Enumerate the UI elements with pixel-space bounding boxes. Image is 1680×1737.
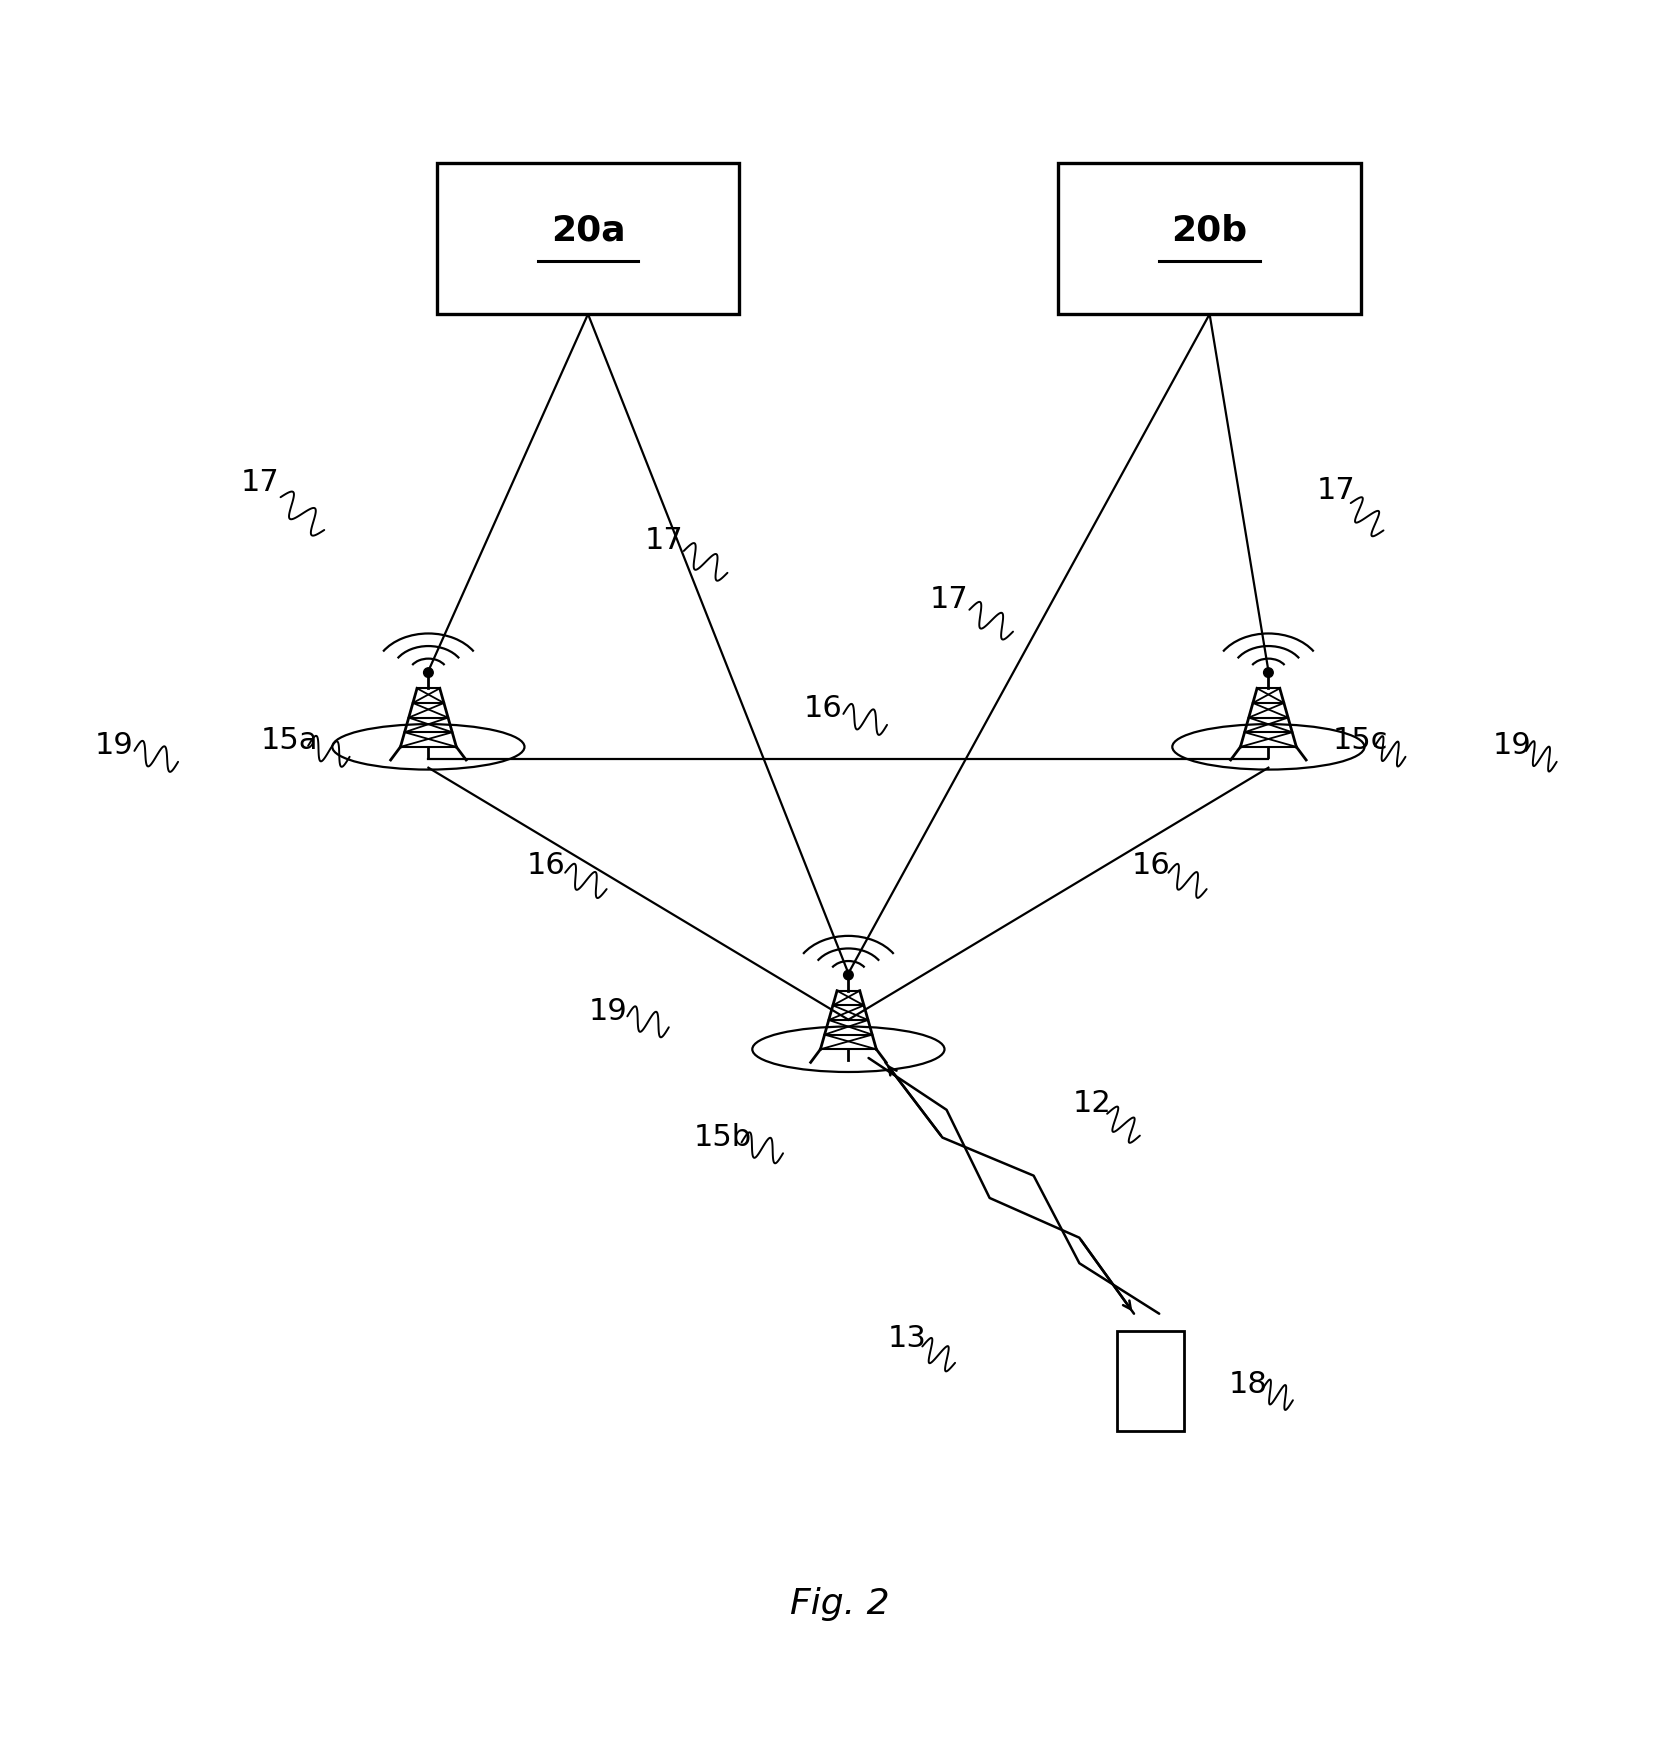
Text: 16: 16 [526, 851, 566, 879]
FancyBboxPatch shape [437, 163, 739, 314]
Text: 19: 19 [588, 997, 628, 1027]
Text: 16: 16 [803, 695, 843, 723]
Circle shape [423, 667, 433, 677]
Text: 17: 17 [1315, 476, 1356, 505]
Text: 13: 13 [887, 1324, 927, 1353]
Text: 12: 12 [1072, 1089, 1112, 1119]
Text: 19: 19 [1492, 731, 1532, 761]
Text: 18: 18 [1228, 1370, 1268, 1398]
Text: 17: 17 [929, 585, 969, 615]
FancyBboxPatch shape [1058, 163, 1361, 314]
Text: 17: 17 [643, 526, 684, 556]
Text: 15a: 15a [260, 726, 318, 756]
Text: 19: 19 [94, 731, 134, 761]
Text: 15c: 15c [1332, 726, 1389, 756]
Text: 20b: 20b [1171, 214, 1248, 248]
Text: 17: 17 [240, 467, 281, 497]
Text: Fig. 2: Fig. 2 [790, 1588, 890, 1621]
Text: 20a: 20a [551, 214, 625, 248]
Text: 15b: 15b [694, 1122, 751, 1152]
Text: 16: 16 [1131, 851, 1171, 879]
Circle shape [843, 971, 853, 980]
FancyBboxPatch shape [1117, 1331, 1184, 1431]
Circle shape [1263, 667, 1273, 677]
